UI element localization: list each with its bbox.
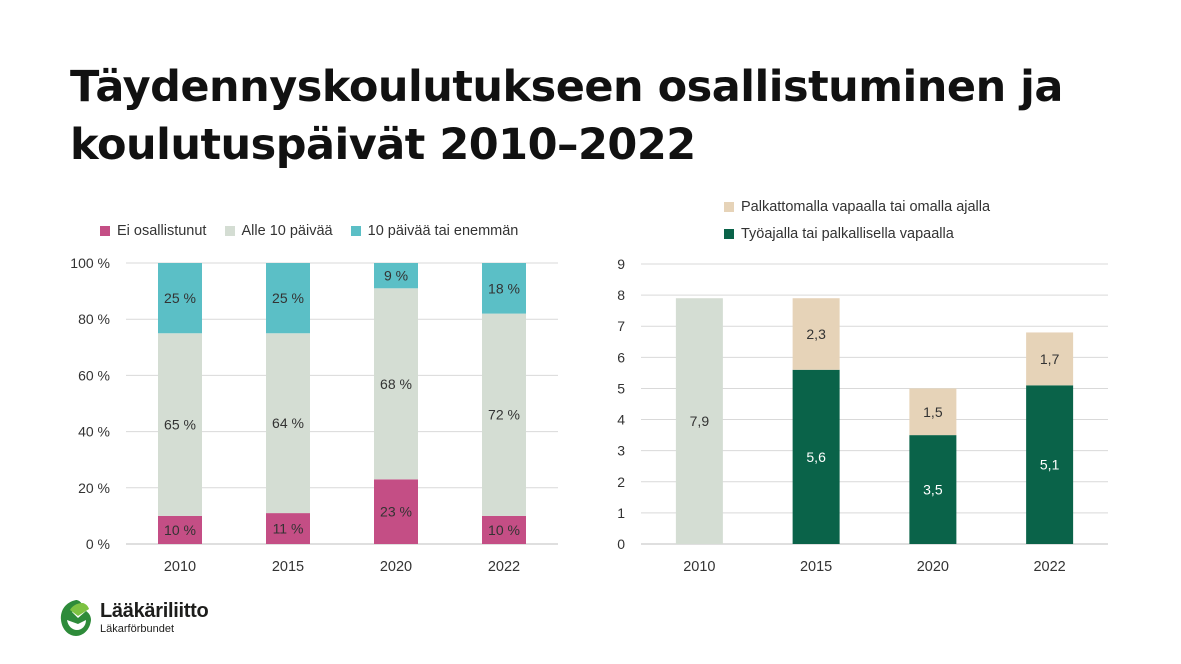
- logo-sub: Läkarförbundet: [100, 623, 174, 635]
- legend-label-yli: 10 päivää tai enemmän: [367, 223, 519, 239]
- legend-swatch-palkaton: [724, 202, 734, 212]
- bar-segment: [374, 263, 418, 289]
- y-tick-label: 2: [617, 474, 625, 490]
- y-tick-label: 100 %: [70, 255, 110, 271]
- data-label: 5,6: [806, 449, 826, 465]
- bar-segment: [266, 513, 310, 544]
- data-label: 10 %: [164, 522, 196, 538]
- data-label: 64 %: [272, 415, 304, 431]
- page-title: Täydennyskoulutukseen osallistuminen ja …: [70, 58, 1130, 174]
- bar-segment: [266, 263, 310, 334]
- bar-segment: [909, 388, 957, 436]
- bar-segment-total-2010: [675, 298, 723, 544]
- bar-segment: [792, 369, 840, 544]
- x-tick-label: 2010: [164, 559, 196, 575]
- legend-swatch-yli: [350, 226, 361, 236]
- y-tick-label: 6: [617, 349, 625, 365]
- bar-segment: [482, 313, 526, 516]
- bar-segment: [909, 435, 957, 544]
- laakariliitto-logo-icon: [60, 600, 91, 636]
- data-label: 25 %: [164, 290, 196, 306]
- y-tick-label: 0: [617, 536, 625, 552]
- x-tick-label: 2020: [917, 559, 949, 575]
- bar-segment: [266, 333, 310, 514]
- x-tick-label: 2020: [380, 559, 412, 575]
- x-tick-label: 2010: [683, 559, 715, 575]
- y-tick-label: 40 %: [78, 424, 110, 440]
- legend-label-ei: Ei osallistunut: [117, 223, 207, 239]
- data-label: 2,3: [806, 326, 826, 342]
- y-tick-label: 60 %: [78, 367, 110, 383]
- y-tick-label: 3: [617, 443, 625, 459]
- bar-segment: [158, 515, 202, 544]
- y-tick-label: 20 %: [78, 480, 110, 496]
- legend-participation: Ei osallistunut Alle 10 päivää 10 päivää…: [100, 223, 532, 240]
- x-tick-label: 2015: [800, 559, 832, 575]
- y-tick-label: 1: [617, 505, 625, 521]
- bar-segment: [1026, 385, 1074, 544]
- legend-label-tyoaika: Työajalla tai palkallisella vapaalla: [741, 226, 954, 242]
- bar-segment: [158, 333, 202, 516]
- legend-swatch-alle: [224, 226, 235, 236]
- legend-label-alle: Alle 10 päivää: [241, 223, 333, 239]
- y-tick-label: 8: [617, 287, 625, 303]
- legend-label-palkaton: Palkattomalla vapaalla tai omalla ajalla: [741, 199, 991, 215]
- data-label: 23 %: [380, 504, 412, 520]
- y-tick-label: 9: [617, 256, 625, 272]
- bar-segment: [482, 515, 526, 544]
- legend-item-yli: 10 päivää tai enemmän: [350, 223, 519, 239]
- page-title-line-2: koulutuspäivät 2010–2022: [70, 120, 696, 170]
- y-tick-label: 4: [617, 412, 625, 428]
- bar-segment: [374, 288, 418, 480]
- data-label: 72 %: [488, 407, 520, 423]
- data-label: 1,7: [1040, 351, 1060, 367]
- logo: Lääkäriliitto Läkarförbundet: [58, 598, 209, 638]
- legend-swatch-ei: [100, 226, 110, 236]
- data-label: 10 %: [488, 522, 520, 538]
- x-tick-label: 2022: [1033, 559, 1065, 575]
- x-tick-label: 2015: [272, 559, 304, 575]
- logo-name: Lääkäriliitto: [100, 600, 209, 622]
- legend-item-palkaton: Palkattomalla vapaalla tai omalla ajalla: [724, 199, 990, 215]
- data-label: 25 %: [272, 290, 304, 306]
- data-label: 3,5: [923, 482, 943, 498]
- y-tick-label: 80 %: [78, 311, 110, 327]
- bar-segment: [374, 479, 418, 544]
- data-label: 11 %: [273, 521, 304, 537]
- y-tick-label: 0 %: [86, 536, 110, 552]
- y-tick-label: 5: [617, 380, 625, 396]
- legend-swatch-tyoaika: [724, 229, 734, 239]
- bar-segment: [792, 298, 840, 370]
- legend-days: Palkattomalla vapaalla tai omalla ajalla…: [724, 199, 1004, 253]
- y-tick-label: 7: [617, 318, 625, 334]
- data-label: 1,5: [923, 404, 943, 420]
- page-title-line-1: Täydennyskoulutukseen osallistuminen ja: [70, 62, 1063, 112]
- x-tick-label: 2022: [488, 559, 520, 575]
- bar-segment: [1026, 332, 1074, 386]
- legend-item-alle: Alle 10 päivää: [224, 223, 333, 239]
- data-label: 9 %: [384, 268, 408, 284]
- data-label: 18 %: [488, 280, 520, 296]
- legend-item-tyoaika: Työajalla tai palkallisella vapaalla: [724, 226, 990, 242]
- bar-segment: [482, 263, 526, 314]
- data-label: 7,9: [690, 413, 710, 429]
- data-label: 5,1: [1040, 457, 1060, 473]
- data-label: 68 %: [380, 376, 412, 392]
- bar-segment: [158, 263, 202, 334]
- legend-item-ei: Ei osallistunut: [100, 223, 206, 239]
- data-label: 65 %: [164, 417, 196, 433]
